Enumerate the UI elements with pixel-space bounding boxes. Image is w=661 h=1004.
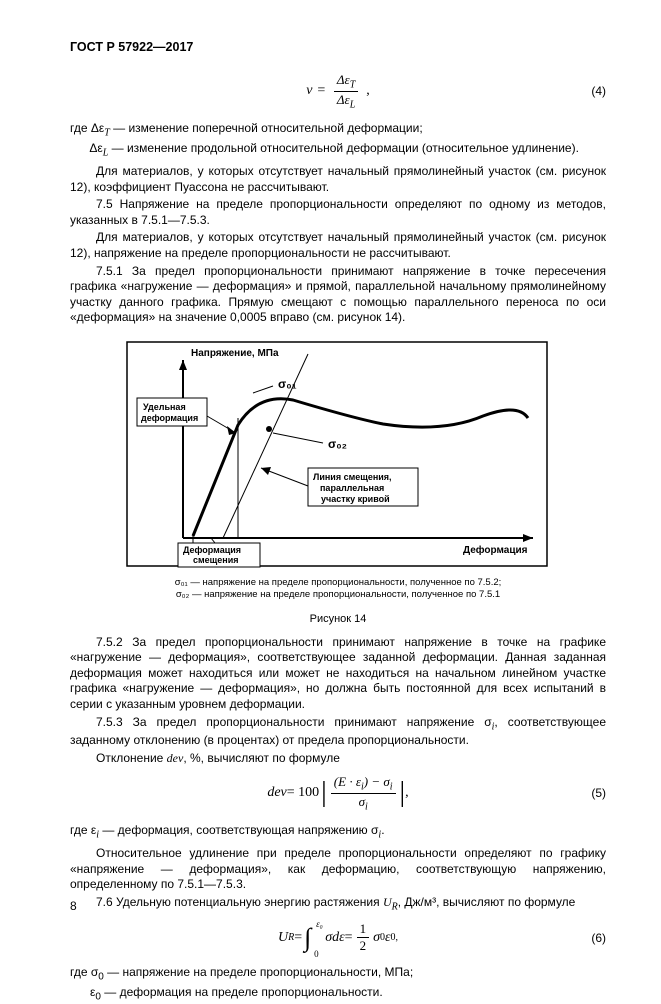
cap2: σ₀₂ — напряжение на пределе пропорционал… [123, 589, 553, 601]
para-9: 7.6 Удельную потенциальную энергию растя… [70, 895, 606, 913]
d4b-post: — изменение продольной относительной деф… [108, 141, 579, 155]
f6-sig0: σ [373, 930, 380, 946]
p7dev: dev [167, 751, 184, 765]
f4-den: Δε [337, 92, 350, 107]
f4-num-sub: T [350, 80, 356, 91]
fig-title: Рисунок 14 [123, 613, 553, 625]
p9b: , Дж/м³, вычисляют по формуле [398, 895, 576, 909]
page-container: ГОСТ Р 57922—2017 ν = ΔεT ΔεL , (4) где … [0, 0, 661, 935]
f6-eq2: = [345, 930, 353, 946]
formula-6: UR = ∫ ε₀ 0 σdε = 1 2 σ0 ε0, (6) [70, 921, 606, 954]
f6-integrand: σdε [325, 930, 344, 946]
f5-den-sub: i [365, 801, 368, 812]
f5-number: (5) [591, 786, 606, 800]
f6-eq1: = [294, 930, 302, 946]
cap1: σ₀₁ — напряжение на пределе пропорционал… [123, 577, 553, 589]
f5-E: E [338, 774, 346, 789]
box3a: Деформация [183, 545, 241, 555]
f6-U: U [278, 930, 288, 946]
f4-op: = [316, 83, 325, 99]
para-1: Для материалов, у которых отсутствует на… [70, 164, 606, 195]
d4b-pre: Δε [70, 141, 103, 155]
d6a: где σ [70, 965, 98, 979]
f4-num: Δε [337, 72, 350, 87]
box2a: Линия смещения, [313, 472, 392, 482]
d6b: — напряжение на пределе пропорциональнос… [104, 965, 413, 979]
ylabel: Напряжение, МПа [191, 348, 279, 359]
p6a: 7.5.3 За предел пропорциональности прини… [96, 715, 492, 729]
f5-eps-sub: i [361, 782, 364, 793]
xlabel: Деформация [463, 544, 528, 556]
f6-half-num: 1 [357, 921, 370, 938]
defs-6: где σ0 — напряжение на пределе пропорцио… [70, 964, 606, 1004]
f6-int-hi: ε₀ [316, 919, 323, 929]
defs-4: где ΔεT — изменение поперечной относител… [70, 120, 606, 160]
f6-half-den: 2 [357, 938, 370, 954]
fig-caption: σ₀₁ — напряжение на пределе пропорционал… [123, 577, 553, 601]
f5-comma: , [405, 785, 409, 801]
box2c: участку кривой [321, 494, 390, 504]
para-3: Для материалов, у которых отсутствует на… [70, 230, 606, 261]
page-number: 8 [70, 899, 77, 913]
f5-eq: = 100 [287, 785, 319, 801]
para-5: 7.5.2 За предел пропорциональности прини… [70, 635, 606, 713]
f4-lhs: ν [306, 83, 312, 99]
sigma01: σ₀₁ [278, 377, 297, 391]
p7b: , %, вычисляют по формуле [183, 751, 340, 765]
p9U: U [383, 895, 392, 909]
para-2: 7.5 Напряжение на пределе пропорциональн… [70, 197, 606, 228]
defs-5: где εi — деформация, соответствующая нап… [70, 822, 606, 842]
d6d: — деформация на пределе пропорциональнос… [101, 985, 383, 999]
f6-eps0-sub: 0, [391, 932, 399, 943]
d4a-pre: где Δε [70, 121, 104, 135]
d4a-post: — изменение поперечной относительной деф… [110, 121, 423, 135]
f4-number: (4) [591, 84, 606, 98]
para-8: Относительное удлинение при пределе проп… [70, 846, 606, 893]
doc-header: ГОСТ Р 57922—2017 [70, 40, 606, 54]
d6c: ε [70, 985, 95, 999]
f6-number: (6) [591, 931, 606, 945]
box2b: параллельная [320, 483, 384, 493]
sigma02: σ₀₂ [328, 437, 347, 451]
d5c: . [381, 823, 384, 837]
box1b: деформация [141, 413, 198, 423]
figure-14: Напряжение, МПа Деформация σ₀₁ σ₀₂ Удель… [123, 338, 553, 625]
d5a: где ε [70, 823, 96, 837]
f5-lhs: dev [267, 785, 286, 801]
f4-den-sub: L [350, 99, 356, 110]
box1a: Удельная [143, 402, 186, 412]
formula-4: ν = ΔεT ΔεL , (4) [70, 72, 606, 110]
figure-14-svg: Напряжение, МПа Деформация σ₀₁ σ₀₂ Удель… [123, 338, 553, 573]
f6-int-lo: 0 [314, 949, 319, 959]
formula-5: dev = 100 | (E · εi) − σi σi | , (5) [70, 774, 606, 812]
box3b: смещения [193, 555, 239, 565]
f4-comma: , [366, 83, 370, 99]
f5-sig-sub: i [390, 782, 393, 793]
para-7: Отклонение dev, %, вычисляют по формуле [70, 751, 606, 767]
p9a: 7.6 Удельную потенциальную энергию растя… [96, 895, 383, 909]
d5b: — деформация, соответствующая напряжению… [99, 823, 378, 837]
para-6: 7.5.3 За предел пропорциональности прини… [70, 715, 606, 749]
p7a: Отклонение [96, 751, 167, 765]
para-4: 7.5.1 За предел пропорциональности прини… [70, 264, 606, 326]
